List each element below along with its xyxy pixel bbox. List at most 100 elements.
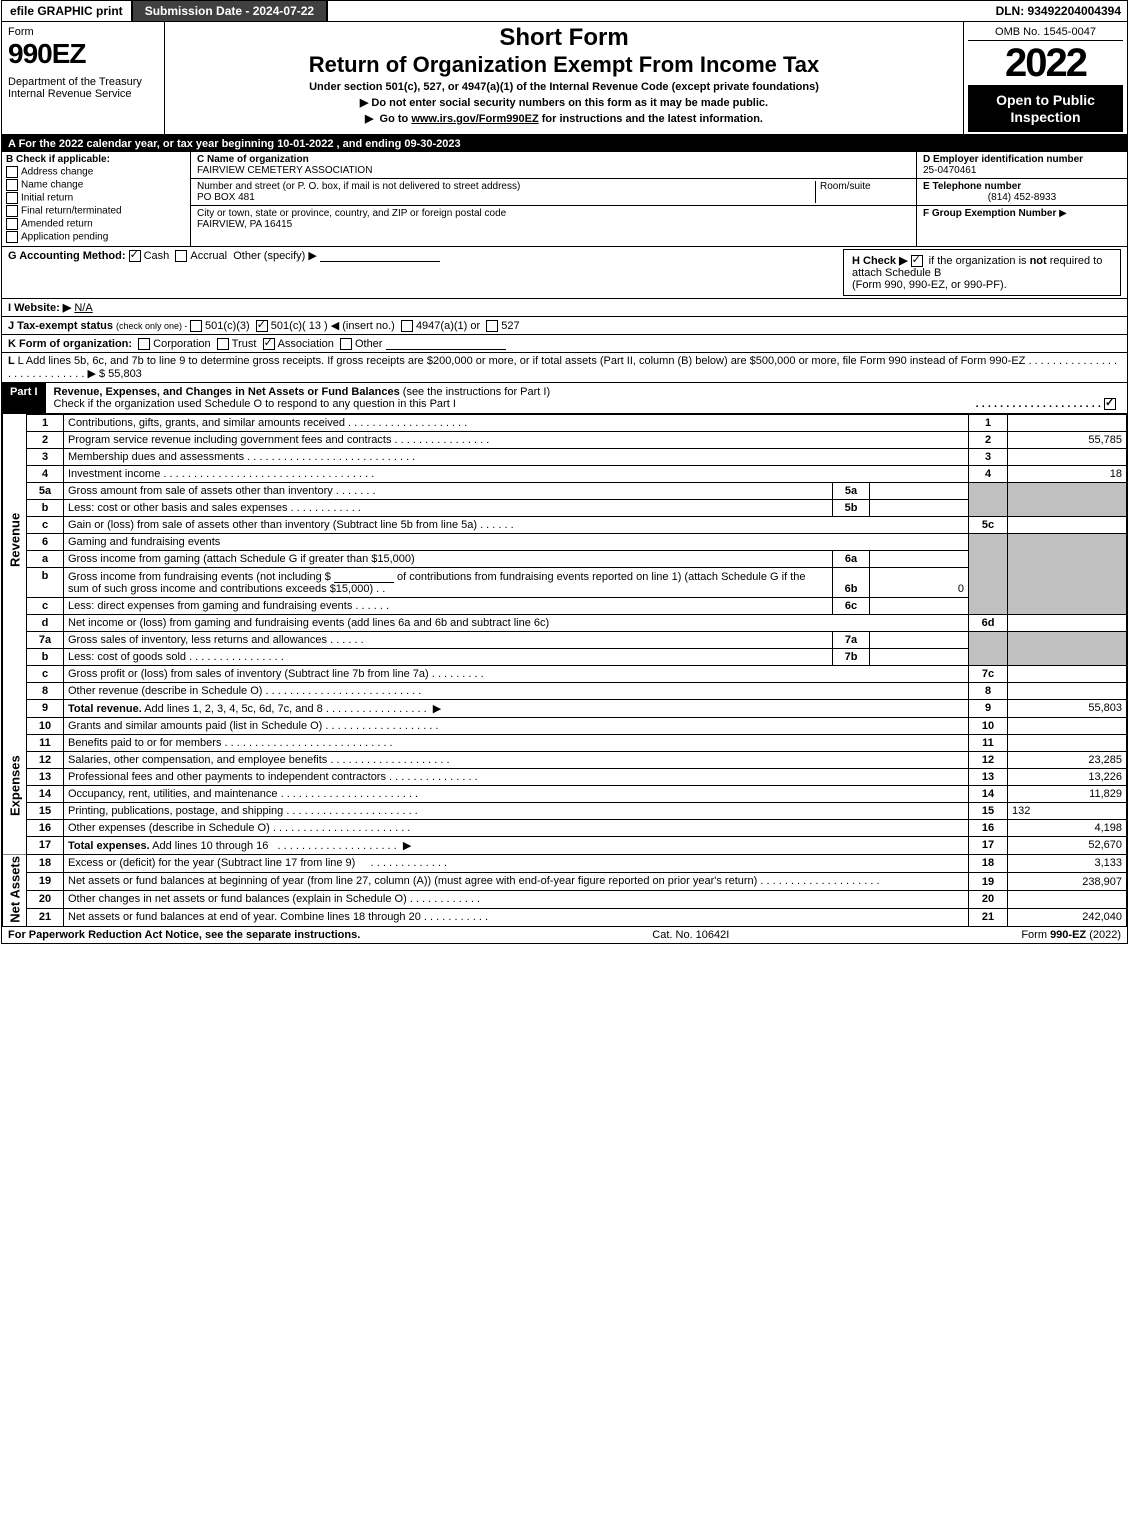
website-val: N/A <box>74 302 92 314</box>
box-b: B Check if applicable: Address change Na… <box>2 152 191 246</box>
chk-4947[interactable] <box>401 320 413 332</box>
street-val: PO BOX 481 <box>197 192 815 203</box>
k-label: K Form of organization: <box>8 338 132 350</box>
chk-cash[interactable] <box>129 250 141 262</box>
rv-17: 52,670 <box>1008 836 1127 854</box>
rv-14: 11,829 <box>1008 785 1127 802</box>
f-6b-amount[interactable] <box>334 570 394 583</box>
d-20: Other changes in net assets or fund bala… <box>68 893 407 905</box>
title-col: Short Form Return of Organization Exempt… <box>165 22 964 134</box>
chk-application-pending[interactable] <box>6 231 18 243</box>
ln-20: 20 <box>27 890 64 908</box>
d-2: Program service revenue including govern… <box>68 434 391 446</box>
l-val: $ 55,803 <box>99 368 142 380</box>
d-9: Total revenue. <box>68 703 142 715</box>
side-expenses: Expenses <box>3 717 27 854</box>
shade-7v <box>1008 631 1127 665</box>
form-word: Form <box>8 26 158 38</box>
efile-print-button[interactable]: efile GRAPHIC print <box>2 1 133 21</box>
rv-4: 18 <box>1008 465 1127 482</box>
rv-12: 23,285 <box>1008 751 1127 768</box>
ln-21: 21 <box>27 908 64 926</box>
phone-val: (814) 452-8933 <box>923 192 1121 203</box>
part1-table: Revenue 1 Contributions, gifts, grants, … <box>2 414 1127 927</box>
gh-row: G Accounting Method: Cash Accrual Other … <box>2 247 1127 299</box>
rv-11 <box>1008 734 1127 751</box>
form-number: 990EZ <box>8 38 158 70</box>
rl-21: 21 <box>969 908 1008 926</box>
goto-link[interactable]: www.irs.gov/Form990EZ <box>411 113 538 125</box>
h-not: not <box>1030 255 1047 267</box>
ln-8: 8 <box>27 682 64 699</box>
rl-17: 17 <box>969 836 1008 854</box>
city-val: FAIRVIEW, PA 16415 <box>197 219 910 230</box>
h-text1: if the organization is <box>929 255 1030 267</box>
tax-year: 2022 <box>968 41 1123 86</box>
d-5c: Gain or (loss) from sale of assets other… <box>68 519 477 531</box>
d-19: Net assets or fund balances at beginning… <box>68 875 757 887</box>
d-6b1: Gross income from fundraising events (no… <box>68 571 331 583</box>
ln-5a: 5a <box>27 482 64 499</box>
top-bar: efile GRAPHIC print Submission Date - 20… <box>2 1 1127 22</box>
j-label: J Tax-exempt status <box>8 320 116 332</box>
goto-line: Go to www.irs.gov/Form990EZ for instruct… <box>171 112 957 125</box>
side-rev-cont <box>3 665 27 717</box>
e-label: E Telephone number <box>923 181 1121 192</box>
chk-trust[interactable] <box>217 338 229 350</box>
d-1: Contributions, gifts, grants, and simila… <box>68 417 345 429</box>
footer-right-pre: Form <box>1021 929 1050 941</box>
d-12: Salaries, other compensation, and employ… <box>68 754 327 766</box>
lbl-name-change: Name change <box>21 179 83 190</box>
rv-13: 13,226 <box>1008 768 1127 785</box>
ln-19: 19 <box>27 872 64 890</box>
d-6d: Net income or (loss) from gaming and fun… <box>68 617 549 629</box>
rv-16: 4,198 <box>1008 819 1127 836</box>
ein-val: 25-0470461 <box>923 165 1121 176</box>
chk-h[interactable] <box>911 255 923 267</box>
k-other-field[interactable] <box>386 337 506 350</box>
chk-501c3[interactable] <box>190 320 202 332</box>
rl-2: 2 <box>969 431 1008 448</box>
ln-11: 11 <box>27 734 64 751</box>
chk-assoc[interactable] <box>263 338 275 350</box>
chk-korg-other[interactable] <box>340 338 352 350</box>
sv-5a <box>870 482 969 499</box>
chk-amended-return[interactable] <box>6 218 18 230</box>
chk-name-change[interactable] <box>6 179 18 191</box>
ln-5c: c <box>27 516 64 533</box>
d-label: D Employer identification number <box>923 154 1121 165</box>
chk-accrual[interactable] <box>175 250 187 262</box>
city-label: City or town, state or province, country… <box>197 208 910 219</box>
rv-9: 55,803 <box>1008 699 1127 717</box>
d-7a: Gross sales of inventory, less returns a… <box>68 634 327 646</box>
chk-527[interactable] <box>486 320 498 332</box>
rv-5c <box>1008 516 1127 533</box>
chk-address-change[interactable] <box>6 166 18 178</box>
chk-501c[interactable] <box>256 320 268 332</box>
return-title: Return of Organization Exempt From Incom… <box>171 52 957 78</box>
shade-5v <box>1008 482 1127 516</box>
rl-9: 9 <box>969 699 1008 717</box>
chk-corp[interactable] <box>138 338 150 350</box>
rv-6d <box>1008 614 1127 631</box>
ln-18: 18 <box>27 854 64 872</box>
lbl-insert: (insert no.) <box>342 320 395 332</box>
street-label: Number and street (or P. O. box, if mail… <box>197 181 815 192</box>
part1-header: Part I Revenue, Expenses, and Changes in… <box>2 383 1127 414</box>
shade-6 <box>969 533 1008 614</box>
rv-18: 3,133 <box>1008 854 1127 872</box>
footer-right-bold: 990-EZ <box>1050 929 1086 941</box>
d-10: Grants and similar amounts paid (list in… <box>68 720 322 732</box>
other-specify-field[interactable] <box>320 249 440 262</box>
d-3: Membership dues and assessments <box>68 451 244 463</box>
lbl-cash: Cash <box>144 250 170 262</box>
chk-initial-return[interactable] <box>6 192 18 204</box>
rv-2: 55,785 <box>1008 431 1127 448</box>
chk-final-return[interactable] <box>6 205 18 217</box>
sl-6c: 6c <box>833 597 870 614</box>
submission-date-button[interactable]: Submission Date - 2024-07-22 <box>133 1 328 21</box>
rl-1: 1 <box>969 414 1008 431</box>
rl-19: 19 <box>969 872 1008 890</box>
lbl-application-pending: Application pending <box>21 231 108 242</box>
chk-part1-scho[interactable] <box>1104 398 1116 410</box>
